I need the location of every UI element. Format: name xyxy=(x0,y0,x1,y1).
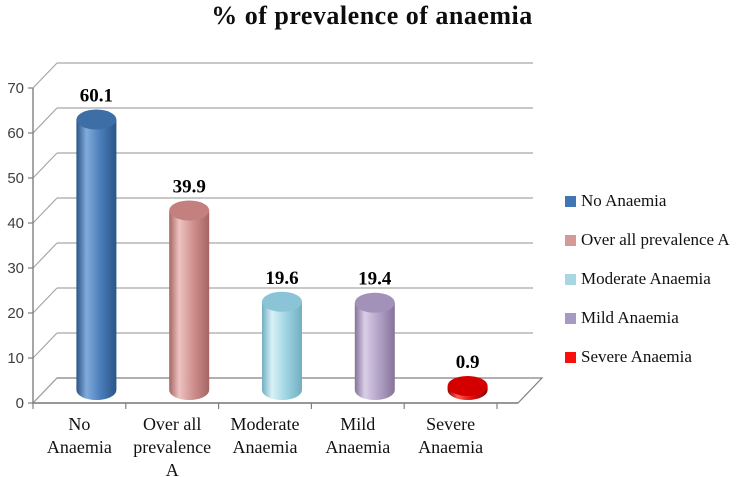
gridline-depth xyxy=(32,197,58,224)
y-tick-label: 60 xyxy=(7,125,24,142)
category-label: Severe Anaemia xyxy=(418,414,484,457)
category-label: Over all prevalence A xyxy=(133,414,212,477)
bar-cylinder-top xyxy=(169,200,210,221)
gridline-depth xyxy=(32,152,58,179)
legend-label: Over all prevalence A xyxy=(581,230,730,249)
value-label: 0.9 xyxy=(456,352,480,373)
bar-cylinder-body xyxy=(76,119,117,401)
value-label: 19.4 xyxy=(358,269,392,290)
y-tick-label: 0 xyxy=(16,395,24,412)
value-label: 60.1 xyxy=(80,86,113,107)
gridline-depth xyxy=(32,332,58,359)
y-tick-label: 40 xyxy=(7,215,24,232)
y-tick-label: 10 xyxy=(7,350,24,367)
legend-item: Moderate Anaemia xyxy=(565,267,730,291)
bar-cylinder-top xyxy=(76,109,117,130)
legend: No Anaemia Over all prevalence A Moderat… xyxy=(565,189,730,384)
legend-label: Moderate Anaemia xyxy=(581,269,711,288)
chart-title: % of prevalence of anaemia xyxy=(211,1,533,30)
legend-swatch-icon xyxy=(565,273,576,285)
gridline-depth xyxy=(32,62,58,89)
category-label: Moderate Anaemia xyxy=(230,414,300,457)
legend-label: No Anaemia xyxy=(581,191,667,210)
bar-cylinder-top xyxy=(354,292,395,313)
gridline-depth xyxy=(32,377,58,404)
legend-label: Severe Anaemia xyxy=(581,347,692,366)
value-label: 39.9 xyxy=(173,176,206,197)
legend-item: Over all prevalence A xyxy=(565,228,730,252)
gridline-depth xyxy=(32,107,58,134)
legend-item: Mild Anaemia xyxy=(565,306,730,330)
value-label: 19.6 xyxy=(265,268,298,289)
legend-swatch-icon xyxy=(565,234,576,246)
y-tick-label: 50 xyxy=(7,170,24,187)
bar-cylinder-body xyxy=(169,210,210,400)
category-label: No Anaemia xyxy=(46,414,112,457)
bar-cylinder-top xyxy=(262,291,302,312)
legend-swatch-icon xyxy=(565,312,576,324)
y-tick-label: 30 xyxy=(7,260,24,277)
gridline-depth xyxy=(32,287,58,314)
y-tick-label: 20 xyxy=(7,305,24,322)
bar-cylinder-body xyxy=(262,301,302,400)
legend-item: Severe Anaemia xyxy=(565,345,730,369)
legend-swatch-icon xyxy=(565,195,576,207)
legend-swatch-icon xyxy=(565,351,576,363)
bar-cylinder-top xyxy=(447,375,488,396)
legend-item: No Anaemia xyxy=(565,189,730,213)
category-label: Mild Anaemia xyxy=(325,414,391,457)
legend-label: Mild Anaemia xyxy=(581,308,679,327)
y-tick-label: 70 xyxy=(7,80,24,97)
bar-cylinder-body xyxy=(354,302,395,400)
gridline-depth xyxy=(32,242,58,269)
